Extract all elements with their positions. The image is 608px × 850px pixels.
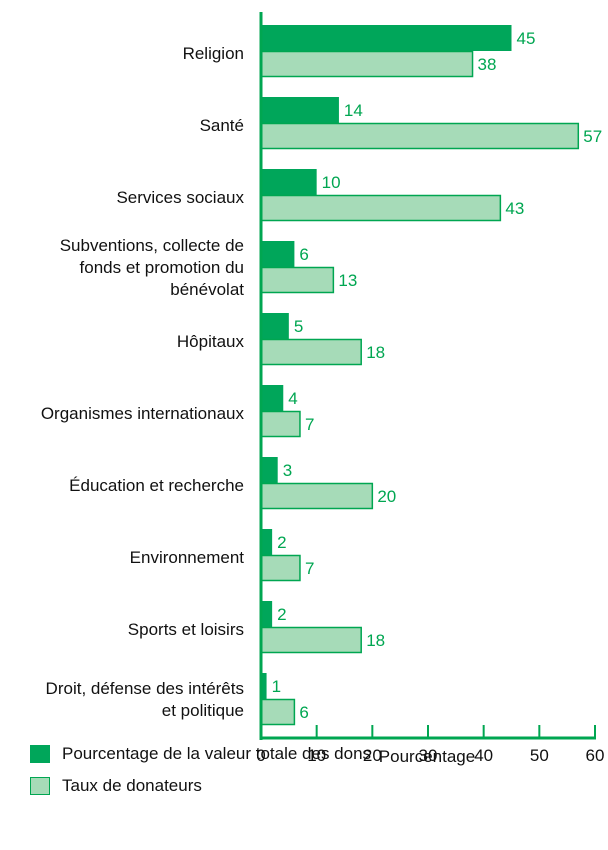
bar-total-value: [261, 673, 267, 699]
bar-value-label: 18: [366, 343, 385, 362]
bar-total-value: [261, 25, 512, 51]
bar-total-value: [261, 601, 273, 627]
bar-total-value: [261, 313, 289, 339]
bar-donor-rate: [260, 50, 474, 78]
bar-donor-rate: [260, 194, 502, 222]
bar-value-label: 3: [283, 461, 292, 480]
legend-swatch-dark: [30, 745, 50, 763]
x-tick-label: 30: [419, 746, 438, 765]
bar-donor-rate: [260, 482, 374, 510]
bar-value-label: 6: [299, 245, 308, 264]
bar-donor-rate: [260, 554, 301, 582]
x-axis-title: Pourcentage: [379, 747, 475, 766]
bar-donor-rate: [260, 122, 580, 150]
bar-value-label: 13: [338, 271, 357, 290]
bar-total-value: [261, 97, 339, 123]
bar-total-value: [261, 457, 278, 483]
bar-donor-rate: [260, 626, 362, 654]
category-label: Subventions, collecte de fonds et promoti…: [60, 236, 245, 299]
bar-value-label: 57: [583, 127, 602, 146]
legend-swatch-light: [30, 777, 50, 795]
category-label: Religion: [183, 44, 244, 63]
bars-group: [260, 25, 580, 726]
category-label: Organismes internationaux: [41, 404, 245, 423]
bar-value-label: 2: [277, 605, 286, 624]
legend: Pourcentage de la valeur totale des dons…: [30, 740, 371, 804]
category-label: Environnement: [130, 548, 245, 567]
bar-donor-rate: [260, 338, 362, 366]
bar-value-label: 4: [288, 389, 297, 408]
category-label: Sports et loisirs: [128, 620, 244, 639]
bar-value-label: 5: [294, 317, 303, 336]
category-label: Éducation et recherche: [69, 476, 244, 495]
x-tick-label: 20: [363, 746, 382, 765]
bar-value-label: 43: [505, 199, 524, 218]
category-label: Santé: [200, 116, 244, 135]
bar-donor-rate: [260, 266, 335, 294]
legend-item-donor-rate: Taux de donateurs: [30, 772, 371, 800]
bar-value-label: 20: [377, 487, 396, 506]
bar-total-value: [261, 241, 295, 267]
bar-value-label: 38: [478, 55, 497, 74]
bar-value-label: 18: [366, 631, 385, 650]
x-axis: 0 10 20 30 40 50 60: [256, 12, 604, 765]
bar-value-label: 2: [277, 533, 286, 552]
bar-value-label: 1: [272, 677, 281, 696]
legend-item-total-value: Pourcentage de la valeur totale des dons: [30, 740, 371, 768]
x-tick-label: 60: [586, 746, 605, 765]
x-tick-label: 40: [474, 746, 493, 765]
category-label: Hôpitaux: [177, 332, 245, 351]
bar-total-value: [261, 385, 284, 411]
category-label: Services sociaux: [116, 188, 244, 207]
legend-label: Pourcentage de la valeur totale des dons: [62, 744, 372, 763]
bar-total-value: [261, 529, 273, 555]
x-tick-label: 50: [530, 746, 549, 765]
bar-value-label: 7: [305, 415, 314, 434]
bar-donor-rate: [260, 410, 301, 438]
bar-value-label: 14: [344, 101, 363, 120]
bar-value-label: 6: [299, 703, 308, 722]
legend-label: Taux de donateurs: [62, 776, 202, 795]
bar-value-label: 45: [517, 29, 536, 48]
bar-total-value: [261, 169, 317, 195]
bar-donor-rate: [260, 698, 296, 726]
category-label: Droit, défense des intérêts et politique: [46, 679, 244, 720]
x-tick-label: 10: [307, 746, 326, 765]
x-tick-label: 0: [256, 746, 265, 765]
bar-value-label: 10: [322, 173, 341, 192]
bar-value-label: 7: [305, 559, 314, 578]
